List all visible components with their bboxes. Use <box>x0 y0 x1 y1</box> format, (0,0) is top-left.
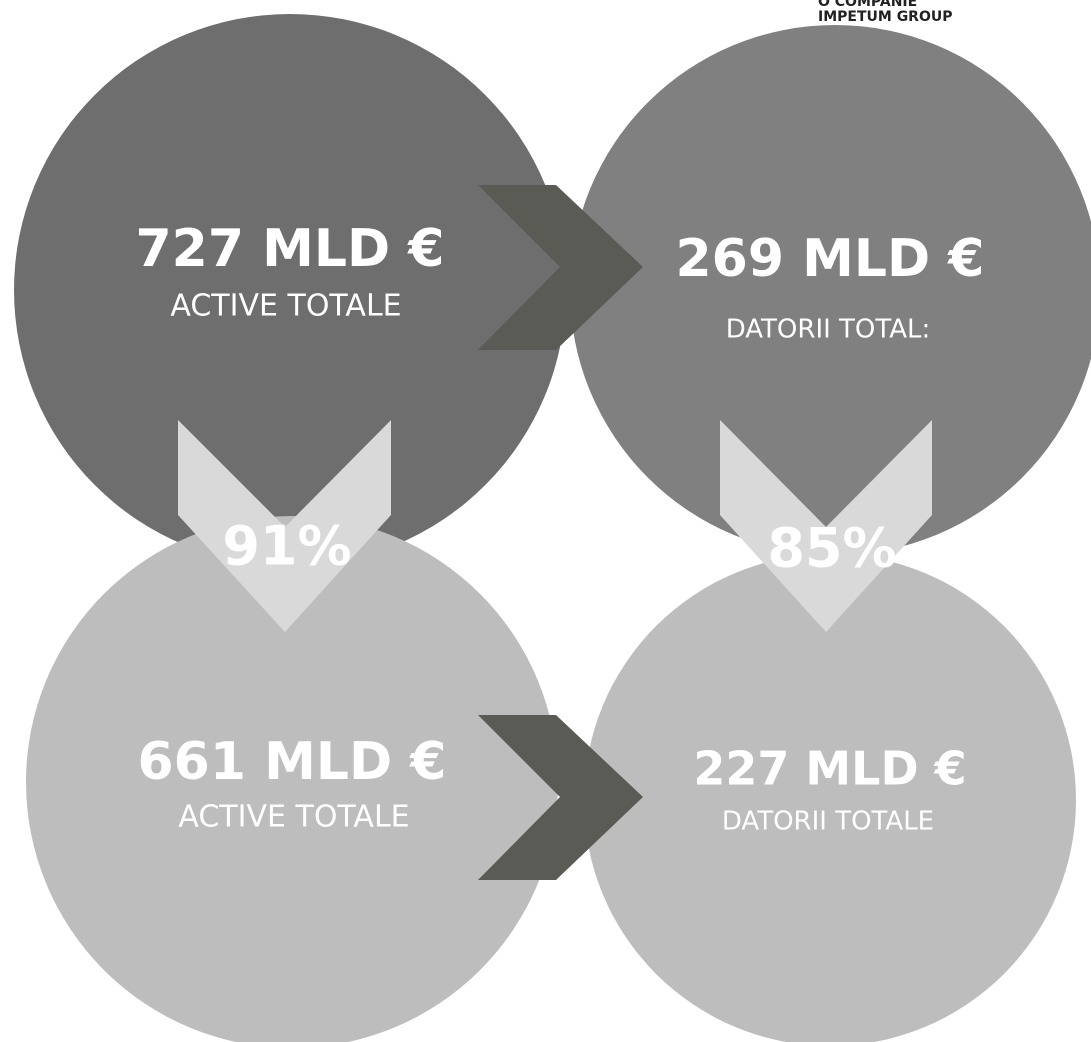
ratio: 85% <box>767 517 896 580</box>
arrow-down <box>178 420 391 632</box>
node-value: 269 MLD € <box>676 229 985 289</box>
arrow-down <box>720 420 932 632</box>
circle <box>14 14 566 566</box>
node-label: DATORII TOTALE <box>722 807 934 837</box>
circle <box>26 516 558 1042</box>
node-label: ACTIVE TOTALE <box>170 289 401 324</box>
circle <box>584 554 1076 1042</box>
node-value: 227 MLD € <box>693 742 966 796</box>
arrow-right <box>478 185 643 350</box>
arrow-right <box>478 715 643 880</box>
node-value: 727 MLD € <box>136 219 445 279</box>
node-value: 661 MLD € <box>138 732 447 792</box>
tagline: O COMPANIE <box>818 0 917 10</box>
circle <box>570 25 1091 555</box>
node-label: DATORII TOTAL: <box>726 315 931 345</box>
node-label: ACTIVE TOTALE <box>178 800 409 835</box>
brand: IMPETUM GROUP <box>818 9 953 25</box>
ratio: 91% <box>222 515 351 578</box>
